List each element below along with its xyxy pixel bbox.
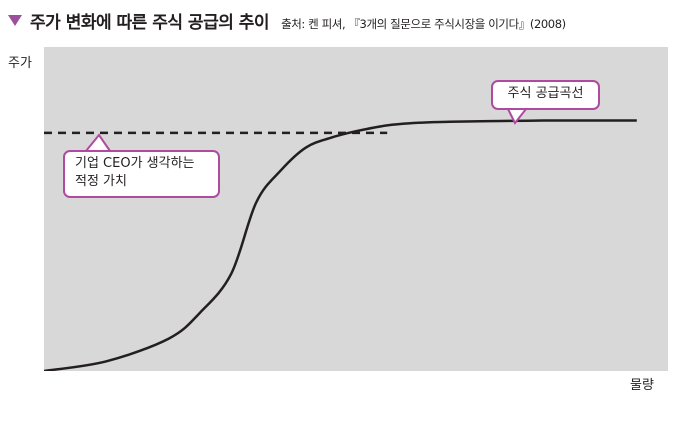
fair-value-callout-line-1: 기업 CEO가 생각하는 <box>75 156 195 171</box>
supply-callout-pointer <box>507 108 527 125</box>
x-axis-label: 물량 <box>630 378 654 393</box>
fair-value-callout-line-2: 적정 가치 <box>75 174 127 189</box>
supply-curve-line <box>44 119 637 371</box>
chart-svg <box>44 108 637 371</box>
chart-header: 주가 변화에 따른 주식 공급의 추이 출처: 켄 피셔, 『3개의 질문으로 … <box>8 8 566 33</box>
fair-value-callout: 기업 CEO가 생각하는 적정 가치 <box>63 150 220 198</box>
chart-source: 출처: 켄 피셔, 『3개의 질문으로 주식시장을 이기다』(2008) <box>281 17 566 31</box>
supply-curve-callout: 주식 공급곡선 <box>491 80 600 110</box>
triangle-bullet-icon <box>8 15 22 26</box>
fair-value-callout-pointer <box>85 133 111 152</box>
y-axis-label: 주가 <box>8 56 32 71</box>
supply-curve-callout-text: 주식 공급곡선 <box>507 86 584 101</box>
chart-title: 주가 변화에 따른 주식 공급의 추이 <box>30 13 270 33</box>
